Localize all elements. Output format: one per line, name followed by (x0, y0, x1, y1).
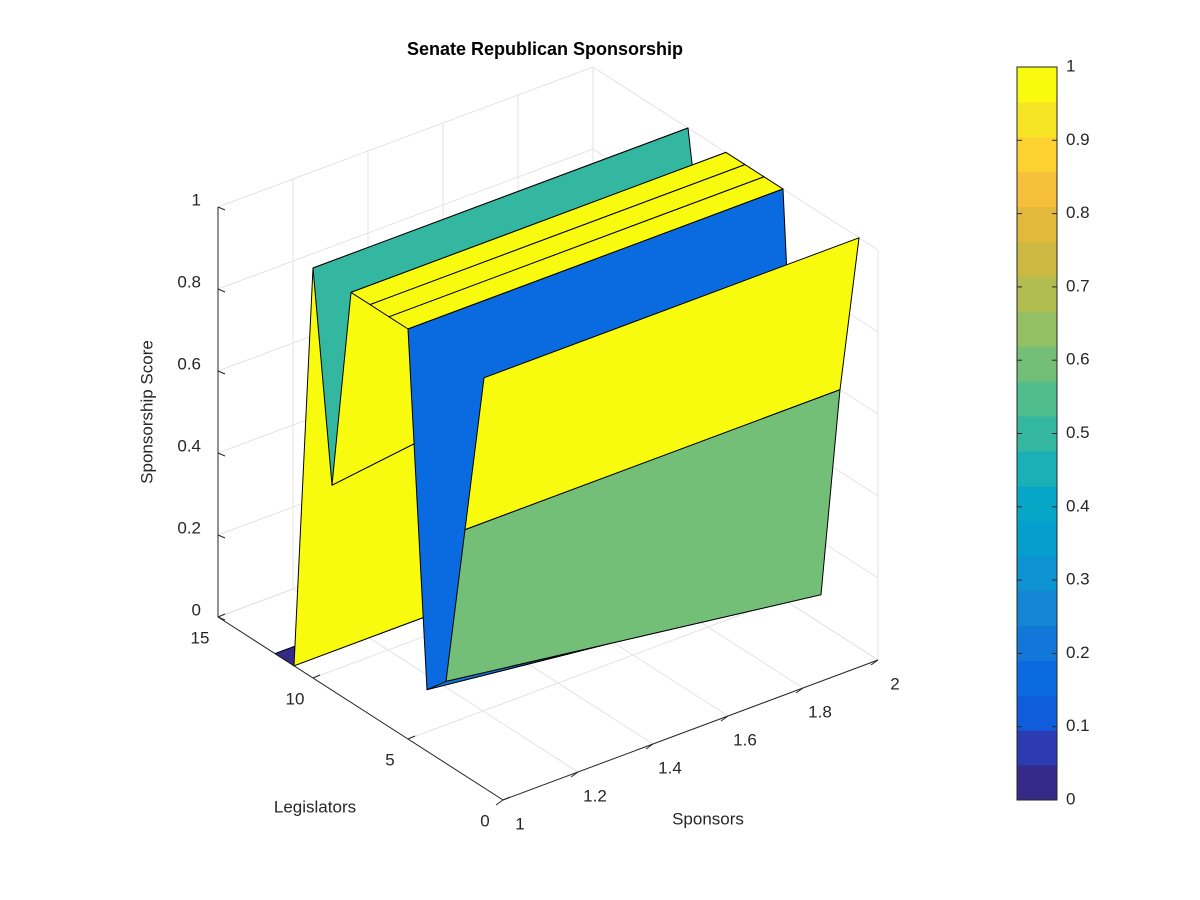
chart-title: Senate Republican Sponsorship (407, 39, 683, 59)
x-axis-label: Sponsors (672, 809, 744, 828)
z-tick-label: 0.2 (177, 518, 201, 537)
colorbar-segment (1017, 450, 1057, 487)
colorbar-segment (1017, 590, 1057, 626)
x-tick (720, 715, 729, 722)
colorbar-segment (1017, 416, 1057, 452)
z-tick (217, 288, 226, 293)
y-tick-label: 15 (191, 628, 210, 647)
z-tick-label: 0 (192, 600, 201, 619)
colorbar-segment (1017, 346, 1057, 382)
z-tick (217, 616, 226, 621)
colorbar-segment (1017, 695, 1057, 731)
y-tick-label: 0 (480, 811, 489, 830)
y-axis (217, 616, 504, 801)
colorbar-segment (1017, 101, 1057, 138)
x-axis (502, 659, 879, 801)
colorbar-tick-label: 0.3 (1066, 570, 1090, 589)
surface-face (464, 237, 860, 531)
z-tick-label: 1 (192, 190, 201, 209)
y-tick (217, 613, 226, 618)
z-tick-label: 0.6 (177, 354, 201, 373)
colorbar-tick-label: 0.4 (1066, 496, 1090, 515)
y-tick (312, 674, 321, 679)
z-axis-label: Sponsorship Score (137, 340, 156, 484)
colorbar-segment (1017, 625, 1057, 661)
colorbar-tick-label: 0.5 (1066, 423, 1090, 442)
x-tick (645, 743, 654, 750)
colorbar-tick-label: 0 (1066, 789, 1075, 808)
y-axis-label: Legislators (274, 797, 356, 816)
colorbar-segment (1017, 485, 1057, 522)
x-tick-label: 1.8 (808, 702, 832, 721)
colorbar-segment (1017, 311, 1057, 347)
z-tick-label: 0.4 (177, 436, 201, 455)
z-tick (217, 534, 226, 539)
x-tick (495, 799, 504, 806)
z-tick-label: 0.8 (177, 272, 201, 291)
x-tick (795, 687, 804, 694)
x-tick-label: 1 (515, 814, 524, 833)
z-tick (217, 452, 226, 457)
colorbar-tick-label: 0.1 (1066, 716, 1090, 735)
colorbar-tick-label: 0.2 (1066, 643, 1090, 662)
colorbar-segment (1017, 765, 1057, 801)
colorbar-tick-label: 0.8 (1066, 203, 1090, 222)
colorbar-segment (1017, 520, 1057, 557)
colorbar-tick-label: 0.9 (1066, 130, 1090, 149)
x-tick-label: 2 (890, 674, 899, 693)
x-tick (570, 771, 579, 778)
x-tick-label: 1.4 (658, 758, 682, 777)
x-tick (870, 659, 879, 666)
colorbar-segment (1017, 67, 1057, 103)
colorbar-tick-label: 0.7 (1066, 276, 1090, 295)
colorbar-segment (1017, 276, 1057, 312)
colorbar-segment (1017, 171, 1057, 208)
grid-line (217, 66, 594, 208)
y-tick (502, 796, 511, 801)
x-tick-label: 1.2 (583, 786, 607, 805)
z-tick (217, 206, 226, 211)
colorbar-tick-label: 1 (1066, 56, 1075, 75)
y-tick (407, 735, 416, 740)
y-tick-label: 5 (385, 750, 394, 769)
grid-line (217, 148, 594, 290)
colorbar-segment (1017, 241, 1057, 277)
colorbar-segment (1017, 381, 1057, 417)
colorbar-segment (1017, 555, 1057, 592)
x-tick-label: 1.6 (733, 730, 757, 749)
colorbar-segment (1017, 730, 1057, 766)
grid-line (407, 598, 784, 740)
y-tick-label: 10 (286, 689, 305, 708)
colorbar-segment (1017, 206, 1057, 243)
colorbar-tick-label: 0.6 (1066, 350, 1090, 369)
z-tick (217, 370, 226, 375)
colorbar-segment (1017, 136, 1057, 173)
colorbar-segment (1017, 660, 1057, 696)
